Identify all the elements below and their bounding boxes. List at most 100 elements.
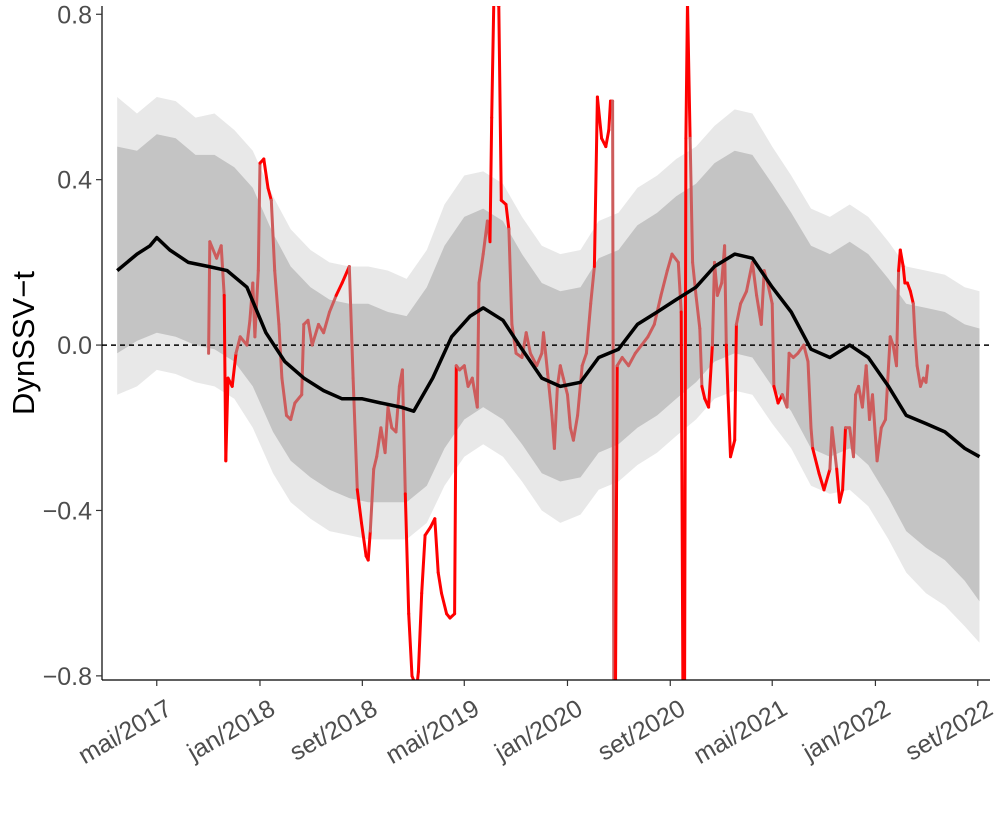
observed-segment [734,302,743,326]
observed-segment [683,136,688,680]
observed-segment [351,376,359,492]
y-axis-title: DynSSV−t [6,271,41,415]
observed-segment [334,281,344,297]
y-tick-label: 0.8 [57,1,92,29]
observed-segment [273,269,281,326]
observed-segment [620,356,631,368]
observed-segment [691,260,698,297]
x-tick-label: mai/2021 [689,694,792,770]
observed-segment [306,318,314,347]
observed-segment [733,322,738,442]
observed-segment [772,384,780,405]
observed-segment [477,252,485,285]
observed-segment [507,227,514,326]
observed-segment [394,384,401,434]
observed-segment [453,364,458,616]
observed-segment [809,426,815,450]
y-axis-ticks: 0.8 0.4 0.0 −0.4 −0.8 [43,1,102,691]
x-tick-label: jan/2020 [489,694,587,767]
x-tick-label: set/2020 [593,694,690,766]
observed-segment [707,343,714,409]
observed-segment [729,438,737,459]
observed-segment [360,521,368,558]
observed-segment [911,302,917,339]
observed-segment [400,368,407,496]
observed-segment [901,265,907,285]
observed-segment [688,136,695,264]
observed-segment [224,376,230,463]
observed-segment [256,161,262,273]
observed-segment [715,281,724,297]
observed-segment [908,289,915,306]
observed-segment [670,252,680,264]
observed-segment [410,674,416,680]
x-tick-label: jan/2022 [797,694,895,767]
observed-segment [592,95,599,268]
observed-segment [665,252,674,273]
observed-segment [234,335,242,355]
observed-segment [433,517,440,574]
observed-segment [420,533,427,595]
observed-segment [879,418,887,430]
y-tick-label: 0.4 [57,167,92,195]
observed-segment [723,244,728,347]
observed-segment [871,393,879,463]
observed-segment [322,310,331,335]
observed-segment [676,260,683,314]
observed-segment [679,310,685,680]
observed-segment [627,351,637,368]
y-tick-label: −0.4 [43,497,92,525]
x-tick-label: jan/2018 [182,694,280,767]
observed-segment [646,322,656,339]
x-tick-label: set/2022 [901,694,997,766]
observed-segment [552,384,559,450]
observed-segment [604,128,611,149]
observed-segment [269,198,277,273]
observed-series [207,6,930,680]
observed-segment [770,302,776,388]
observed-segment [558,364,565,380]
observed-segment [504,203,511,231]
observed-segment [245,318,252,347]
observed-segment [659,269,669,297]
observed-segment [875,426,883,463]
observed-segment [802,343,810,364]
observed-segment [366,529,372,562]
observed-segment [633,343,644,355]
observed-segment [580,351,588,368]
observed-segment [694,293,702,330]
observed-segment [817,471,826,492]
observed-segment [436,571,443,595]
observed-segment [416,591,424,674]
observed-segment [838,488,845,504]
observed-segment [524,331,532,355]
observed-segment [566,393,572,430]
observed-segment [372,455,379,471]
observed-segment [726,393,732,459]
observed-segment [347,265,355,380]
x-tick-label: mai/2019 [381,694,484,770]
observed-segment [915,364,922,388]
observed-segment [253,269,260,339]
observed-segment [475,281,481,409]
observed-segment [535,351,544,368]
observed-segment [841,426,847,492]
observed-segment [739,289,748,306]
observed-segment [208,240,219,260]
observed-segment [462,364,470,388]
observed-segment [766,281,774,306]
observed-segment [542,331,550,376]
observed-segment [724,343,730,397]
observed-segment [576,364,584,417]
observed-segment [368,467,376,533]
observed-segment [811,446,821,475]
observed-segment [310,322,320,347]
observed-segment [785,351,791,409]
observed-segment [520,331,528,359]
observed-segment [423,525,433,537]
observed-segment [383,405,390,455]
observed-segment [355,488,363,525]
observed-segment [266,186,273,202]
observed-segment [700,384,707,401]
